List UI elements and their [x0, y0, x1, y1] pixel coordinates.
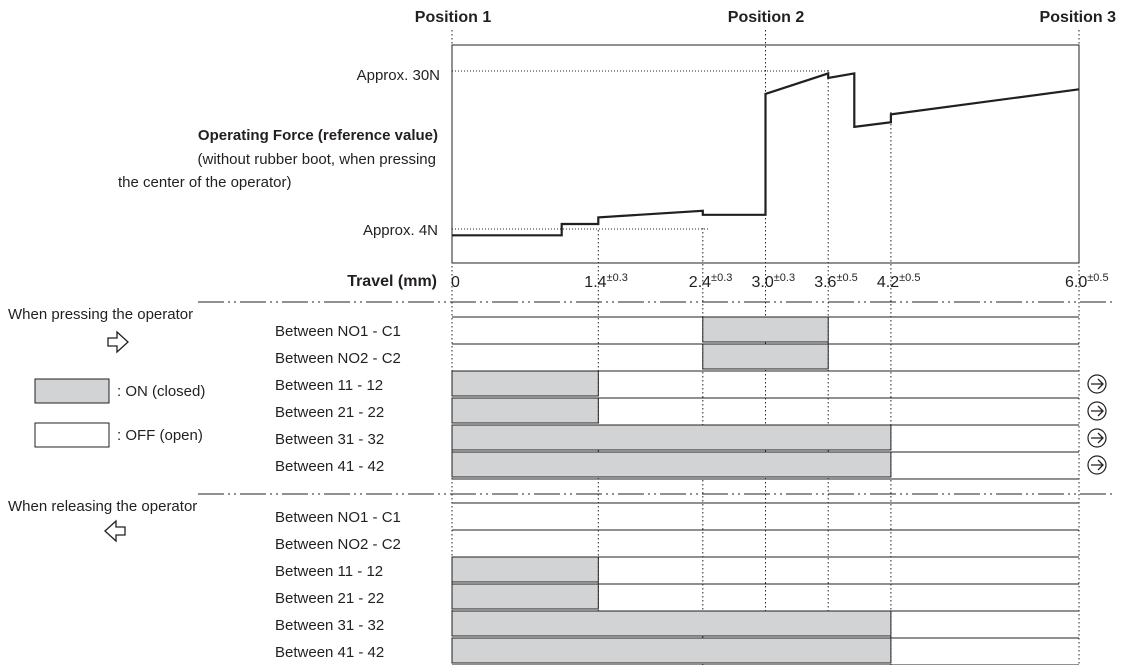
- travel-tick-value: 6.0: [1065, 274, 1087, 291]
- contact-row-label: Between NO2 - C2: [275, 350, 401, 367]
- travel-tick-value: 0: [451, 274, 460, 291]
- contact-row-label: Between NO1 - C1: [275, 323, 401, 340]
- position-2-label: Position 2: [728, 9, 805, 26]
- contact-row-label: Between 11 - 12: [275, 377, 383, 394]
- travel-tick-value: 4.2: [877, 274, 899, 291]
- contact-row: Between 11 - 12: [275, 370, 1107, 397]
- contact-row-label: Between 21 - 22: [275, 404, 384, 421]
- contact-row-label: Between NO1 - C1: [275, 509, 401, 526]
- travel-tick-label: 2.4±0.3: [689, 272, 733, 291]
- legend-on-swatch: [34, 378, 110, 404]
- force-title: Operating Force (reference value): [198, 127, 438, 144]
- direct-opening-icon: [1087, 374, 1107, 394]
- contact-row-label: Between 41 - 42: [275, 458, 384, 475]
- position-1-label: Position 1: [415, 9, 492, 26]
- contact-row-label: Between 21 - 22: [275, 590, 384, 607]
- direct-opening-icon: [1087, 455, 1107, 475]
- travel-tick-tolerance: ±0.3: [774, 272, 795, 284]
- contact-row: Between 31 - 32: [275, 610, 1079, 637]
- contact-row: Between 31 - 32: [275, 424, 1107, 451]
- contact-row: Between NO1 - C1: [275, 316, 1079, 343]
- travel-tick-value: 3.6: [814, 274, 836, 291]
- right-outline-arrow-icon: [107, 330, 129, 354]
- travel-tick-label: 1.4±0.3: [584, 272, 628, 291]
- left-outline-arrow-icon: [104, 519, 126, 543]
- travel-tick-value: 3.0: [752, 274, 774, 291]
- travel-tick-tolerance: ±0.3: [607, 272, 628, 284]
- travel-label: Travel (mm): [347, 273, 437, 290]
- contact-on-bar: [451, 370, 599, 397]
- contact-on-bar: [451, 637, 892, 664]
- legend-on-label: : ON (closed): [117, 383, 205, 400]
- contact-row: Between 21 - 22: [275, 583, 1079, 610]
- direct-opening-icon: [1087, 428, 1107, 448]
- travel-tick-tolerance: ±0.5: [1087, 272, 1108, 284]
- travel-tick-tolerance: ±0.5: [836, 272, 857, 284]
- contact-row-label: Between 31 - 32: [275, 431, 384, 448]
- travel-tick-label: 3.0±0.3: [752, 272, 796, 291]
- legend-off-swatch: [34, 422, 110, 448]
- contact-row: Between 11 - 12: [275, 556, 1079, 583]
- contact-row-label: Between 41 - 42: [275, 644, 384, 661]
- contact-row-label: Between NO2 - C2: [275, 536, 401, 553]
- contact-on-bar: [451, 451, 892, 478]
- contact-on-bar: [451, 397, 599, 424]
- force-high-label: Approx. 30N: [357, 67, 440, 84]
- travel-tick-label: 0: [451, 274, 460, 291]
- contact-on-bar: [702, 316, 829, 343]
- travel-tick-tolerance: ±0.3: [711, 272, 732, 284]
- contact-on-bar: [451, 424, 892, 451]
- pressing-rows: Between NO1 - C1 Between NO2 - C2 Between …: [275, 316, 1107, 480]
- travel-tick-value: 2.4: [689, 274, 711, 291]
- contact-row-label: Between 11 - 12: [275, 563, 383, 580]
- contact-row: Between NO2 - C2: [275, 529, 1079, 553]
- force-subtitle-line2: the center of the operator): [118, 174, 291, 191]
- force-subtitle-line1: (without rubber boot, when pressing: [198, 151, 436, 168]
- contact-row: Between NO1 - C1: [275, 502, 1079, 526]
- travel-tick-label: 3.6±0.5: [814, 272, 858, 291]
- travel-tick-tolerance: ±0.5: [899, 272, 920, 284]
- contact-on-bar: [451, 556, 599, 583]
- position-3-label: Position 3: [1040, 9, 1117, 26]
- releasing-rows: Between NO1 - C1 Between NO2 - C2 Between …: [275, 502, 1079, 665]
- travel-tick-label: 6.0±0.5: [1065, 272, 1109, 291]
- contact-on-bar: [451, 583, 599, 610]
- contact-on-bar: [702, 343, 829, 370]
- contact-row-label: Between 31 - 32: [275, 617, 384, 634]
- force-curve: [452, 71, 1080, 237]
- contact-row: Between NO2 - C2: [275, 343, 1079, 370]
- contact-row: Between 41 - 42: [275, 451, 1107, 478]
- travel-tick-label: 4.2±0.5: [877, 272, 921, 291]
- travel-ticks: 0 1.4±0.3 2.4±0.3 3.0±0.3 3.6±0.5 4.2±0.5 6.0±…: [451, 272, 1109, 291]
- contact-row: Between 21 - 22: [275, 397, 1107, 424]
- legend-off-label: : OFF (open): [117, 427, 203, 444]
- direct-opening-icon: [1087, 401, 1107, 421]
- pressing-title: When pressing the operator: [8, 306, 193, 323]
- contact-row: Between 41 - 42: [275, 637, 1079, 664]
- contact-on-bar: [451, 610, 892, 637]
- force-low-label: Approx. 4N: [363, 222, 438, 239]
- travel-tick-value: 1.4: [584, 274, 606, 291]
- releasing-title: When releasing the operator: [8, 498, 197, 515]
